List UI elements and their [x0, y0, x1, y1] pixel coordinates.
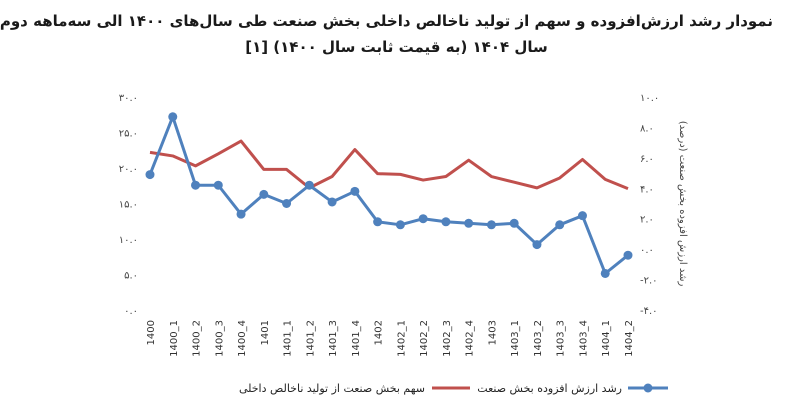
series-2-point	[168, 112, 178, 122]
x-tick-label: 1400_3	[214, 320, 225, 357]
x-tick-label: 1401	[260, 320, 271, 345]
legend-marker-2	[643, 383, 653, 393]
series-2-point	[213, 180, 223, 190]
x-tick-label: 1403_1	[510, 320, 521, 357]
x-tick-label: 1402_1	[396, 320, 407, 357]
series-2-point	[486, 220, 496, 230]
x-tick-label: 1404_1	[601, 320, 612, 357]
y-left-tick-label: ۱۵.۰	[119, 200, 138, 211]
x-tick-label: 1403_4	[578, 320, 589, 357]
series-2-point	[600, 268, 610, 278]
y-left-tick-label: ۳۰.۰	[119, 93, 138, 104]
series-2-point	[395, 220, 405, 230]
series-2-point	[464, 218, 474, 228]
legend-label-1: سهم بخش صنعت از تولید ناخالص داخلی	[239, 382, 425, 395]
x-tick-label: 1400_4	[237, 320, 248, 357]
series-2-point	[259, 189, 269, 199]
y-right-tick-label: ۲.۰	[640, 215, 654, 226]
series-2-point	[373, 217, 383, 227]
series-2-point	[532, 240, 542, 250]
series-2-point	[350, 186, 360, 196]
x-tick-label: 1400_2	[192, 320, 203, 357]
y-right-tick-label: ۶.۰	[640, 154, 654, 165]
x-tick-label: 1401_2	[305, 320, 316, 357]
series-2-point	[304, 180, 314, 190]
x-tick-label: 1400	[146, 320, 157, 345]
x-tick-label: 1401_4	[351, 320, 362, 357]
series-2-point	[236, 209, 246, 219]
chart-subtitle: سال ۱۴۰۴ (به قیمت ثابت سال ۱۴۰۰) [۱]	[245, 38, 548, 56]
x-tick-label: 1403_3	[556, 320, 567, 357]
y-right-tick-label: ۱۰.۰	[640, 93, 659, 104]
y-left-tick-label: ۰.۰	[124, 306, 138, 317]
legend-label-2: رشد ارزش افزوده بخش صنعت	[477, 382, 622, 395]
y-left-tick-label: ۵.۰	[124, 271, 138, 282]
y-right-tick-label: ۰.۰	[640, 245, 654, 256]
y-left-tick-label: ۲۵.۰	[119, 129, 138, 140]
x-tick-label: 1402_3	[442, 320, 453, 357]
series-2-point	[327, 197, 337, 207]
y-right-axis-label: رشد ارزش افزوده بخش صنعت (درصد)	[677, 121, 688, 287]
series-line-1	[149, 139, 629, 190]
x-tick-label: 1402_2	[419, 320, 430, 357]
series-2-point	[145, 170, 155, 180]
series-2-point	[555, 220, 565, 230]
series-2-point	[441, 217, 451, 227]
series-line-2	[148, 115, 629, 275]
series-2-point	[509, 218, 519, 228]
y-right-tick-label: ۸.۰	[640, 123, 654, 134]
series-2-point	[282, 199, 292, 208]
x-tick-label: 1404_2	[624, 320, 635, 357]
series-2-point	[191, 180, 201, 190]
x-tick-label: 1402_4	[465, 320, 476, 357]
x-tick-label: 1400_1	[169, 320, 180, 357]
x-tick-label: 1403_2	[533, 320, 544, 357]
y-right-tick-label: -۲.۰	[640, 276, 658, 287]
series-2-point	[577, 211, 587, 221]
x-tick-label: 1401_3	[328, 320, 339, 357]
x-tick-label: 1403	[487, 320, 498, 345]
y-left-tick-label: ۱۰.۰	[119, 235, 138, 246]
y-right-tick-label: ۴.۰	[640, 184, 654, 195]
chart-title: نمودار رشد ارزش‌افزوده و سهم از تولید نا…	[0, 12, 773, 30]
series-2-point	[418, 214, 428, 224]
series-2-point	[623, 250, 633, 260]
x-tick-label: 1402	[374, 320, 385, 345]
x-tick-label: 1401_1	[283, 320, 294, 357]
y-right-tick-label: -۴.۰	[640, 306, 658, 317]
y-left-tick-label: ۲۰.۰	[119, 164, 138, 175]
